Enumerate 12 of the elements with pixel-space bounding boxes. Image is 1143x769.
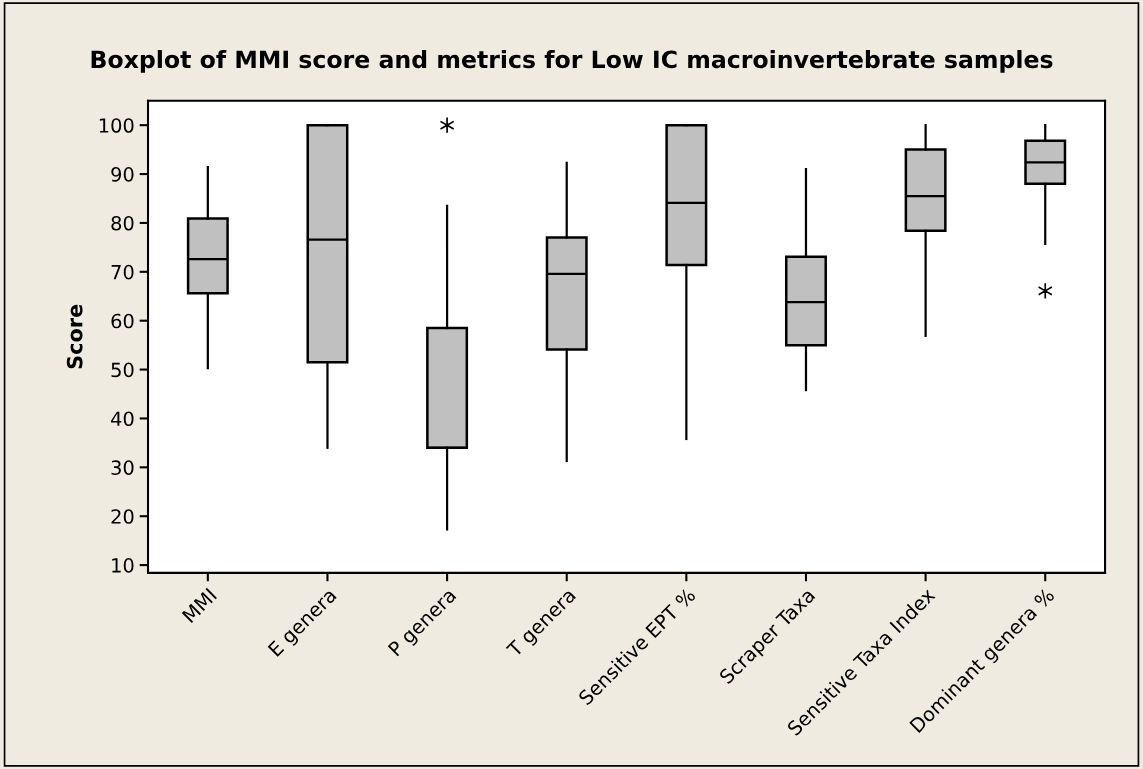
y-tick-label: 100 [99, 118, 134, 133]
y-tick-label: 90 [111, 167, 134, 182]
y-tick-label: 70 [111, 264, 134, 280]
y-tick-label: 40 [111, 411, 134, 427]
y-tick-label: 80 [111, 215, 134, 231]
y-axis-title: Score [66, 304, 83, 369]
y-tick-label: 60 [111, 313, 134, 329]
chart-title: Boxplot of MMI score and metrics for Low IC macroinvertebrate samples [91, 49, 1053, 73]
y-tick-label: 10 [112, 558, 134, 573]
y-tick-label: 20 [111, 509, 134, 524]
y-tick-label: 30 [111, 460, 134, 475]
y-tick-label: 50 [111, 362, 134, 378]
